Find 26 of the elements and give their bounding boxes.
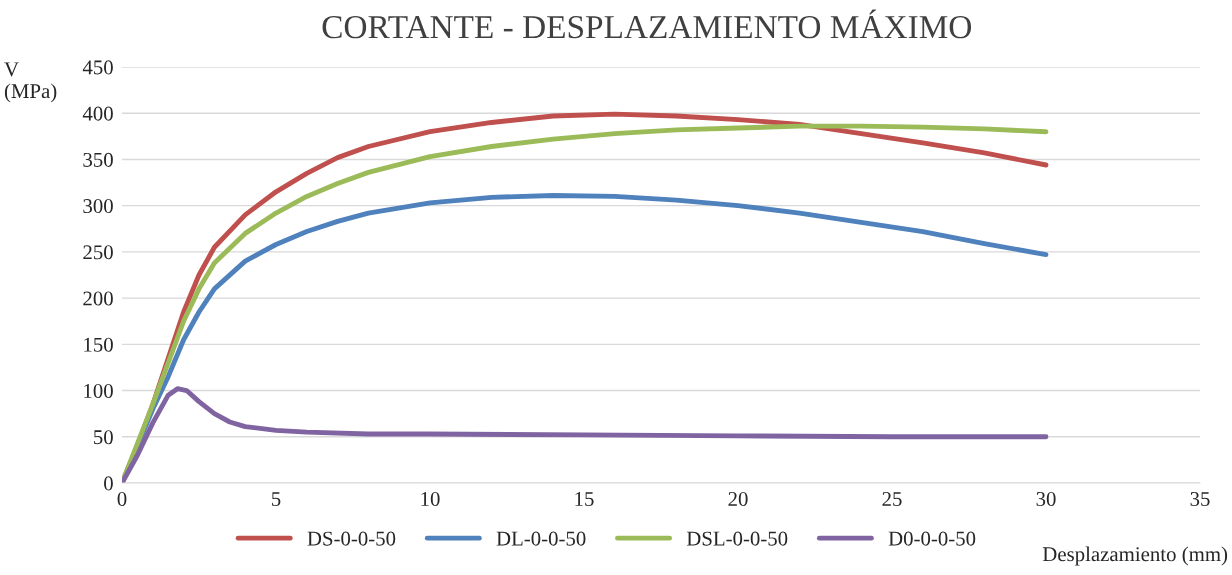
legend-label: DL-0-0-50 — [496, 531, 586, 546]
x-tick-label: 35 — [1190, 491, 1210, 506]
y-tick-label: 350 — [83, 152, 113, 167]
line-series — [122, 386, 1049, 483]
chart-title: CORTANTE - DESPLAZAMIENTO MÁXIMO — [322, 9, 972, 39]
x-tick-label: 0 — [117, 491, 127, 506]
y-tick-label: 400 — [82, 106, 113, 121]
y-tick-label: 450 — [82, 60, 113, 75]
y-tick-label: 0 — [104, 476, 113, 491]
y-tick-label: 250 — [83, 245, 113, 260]
y-tick-label: 150 — [84, 337, 113, 352]
x-axis-title: Desplazamiento (mm) — [1042, 546, 1228, 566]
x-tick-label: 20 — [728, 491, 748, 506]
x-tick-label: 25 — [882, 491, 902, 506]
x-tick-label: 30 — [1036, 491, 1056, 506]
y-tick-label: 100 — [84, 383, 113, 398]
legend-label: DSL-0-0-50 — [686, 531, 788, 546]
y-tick-label: 50 — [94, 430, 113, 445]
y-tick-label: 200 — [83, 291, 113, 306]
x-tick-label: 10 — [421, 491, 440, 506]
y-tick-label: 300 — [83, 199, 113, 214]
legend-label: D0-0-0-50 — [888, 531, 976, 546]
legend-label: DS-0-0-50 — [307, 531, 396, 546]
x-tick-label: 5 — [272, 492, 281, 506]
x-tick-label: 15 — [575, 492, 594, 506]
y-axis-title: V (MPa) — [4, 62, 57, 103]
